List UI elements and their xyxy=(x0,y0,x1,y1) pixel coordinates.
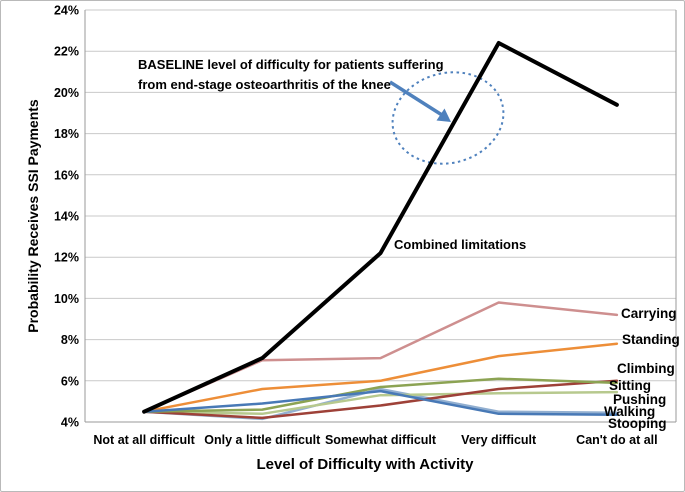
x-tick-label: Only a little difficult xyxy=(204,433,321,447)
x-tick-label: Very difficult xyxy=(461,433,537,447)
series-label-stooping: Stooping xyxy=(608,416,666,431)
annotation-arrow-shaft xyxy=(389,80,443,117)
series-label-climbing: Climbing xyxy=(617,361,675,376)
annotation-arrow-head xyxy=(436,108,451,122)
x-tick-label: Not at all difficult xyxy=(93,433,195,447)
baseline-annotation: BASELINE level of difficulty for patient… xyxy=(138,55,448,95)
series-line-pushing xyxy=(142,390,619,416)
y-axis-title: Probability Receives SSI Payments xyxy=(25,99,41,333)
baseline-annotation-line2: from end-stage osteoarthritis of the kne… xyxy=(138,77,391,92)
series-line-standing xyxy=(142,342,619,413)
y-tick-label: 8% xyxy=(61,333,79,347)
y-tick-label: 22% xyxy=(54,45,79,59)
series-line-stooping xyxy=(142,389,619,417)
y-tick-label: 6% xyxy=(61,374,79,388)
series-label-sitting: Sitting xyxy=(609,378,651,393)
y-tick-label: 16% xyxy=(54,168,79,182)
y-tick-label: 10% xyxy=(54,292,79,306)
baseline-highlight-ellipse xyxy=(391,71,505,165)
y-tick-label: 12% xyxy=(54,251,79,265)
series-line-sitting xyxy=(142,379,619,420)
series-label-pushing: Pushing xyxy=(613,392,666,407)
baseline-annotation-line1: BASELINE level of difficulty for patient… xyxy=(138,57,444,72)
series-label-carrying: Carrying xyxy=(621,306,677,321)
y-tick-label: 20% xyxy=(54,86,79,100)
combined-limitations-label: Combined limitations xyxy=(394,237,527,252)
series-line-combined-limitations xyxy=(142,41,619,414)
series-label-standing: Standing xyxy=(622,332,680,347)
y-tick-label: 24% xyxy=(54,4,79,18)
x-tick-label: Can't do at all xyxy=(576,433,657,447)
series-label-walking: Walking xyxy=(604,404,655,419)
series-line-climbing xyxy=(142,377,619,413)
y-tick-label: 4% xyxy=(61,416,79,430)
x-tick-label: Somewhat difficult xyxy=(325,433,437,447)
y-tick-label: 14% xyxy=(54,210,79,224)
x-axis-title: Level of Difficulty with Activity xyxy=(256,456,474,473)
y-tick-label: 18% xyxy=(54,127,79,141)
